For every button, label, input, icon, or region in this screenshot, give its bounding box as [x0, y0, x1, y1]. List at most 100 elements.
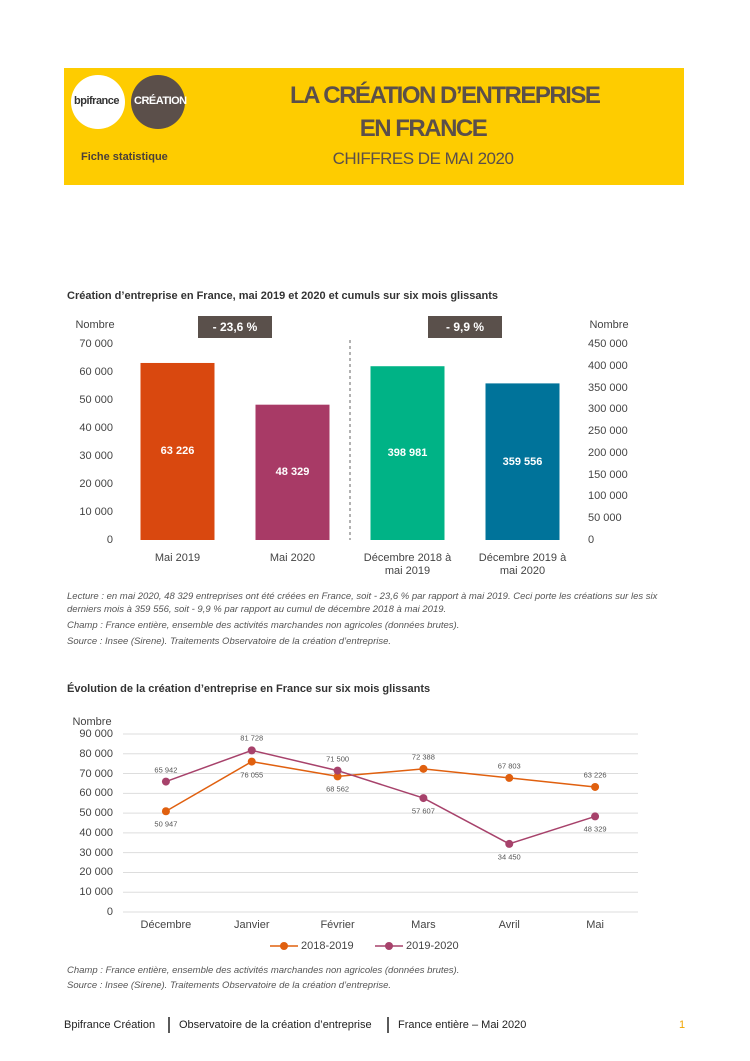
- value-label: 34 450: [497, 852, 521, 862]
- x-tick-label: Décembre 2018 à mai 2019: [363, 552, 452, 577]
- x-tick-label: Janvier: [234, 919, 270, 931]
- value-label: 48 329: [275, 466, 310, 479]
- point: [247, 757, 256, 766]
- y-tick-label: 0: [106, 534, 113, 546]
- x-tick-label: Avril: [498, 919, 520, 931]
- logo-text: CRÉATION: [134, 95, 187, 107]
- note: Source : Insee (Sirene). Traitements Obs…: [67, 980, 392, 991]
- value-label: 81 728: [240, 733, 264, 743]
- note: Source : Insee (Sirene). Traitements Obs…: [67, 636, 392, 647]
- y-tick-label: 60 000: [79, 366, 113, 378]
- y-tick-label: 50 000: [79, 394, 113, 406]
- value-label: 71 500: [326, 754, 350, 764]
- value-label: 72 388: [411, 752, 435, 762]
- y-tick-label: 80 000: [79, 747, 113, 760]
- y-tick-label: 20 000: [79, 478, 113, 490]
- logo-text: bpifrance: [74, 95, 120, 107]
- point: [591, 782, 600, 791]
- axis-label: Nombre: [589, 319, 629, 331]
- x-tick-label: Mai: [586, 919, 604, 931]
- chart-title: Création d’entreprise en France, mai 201…: [67, 290, 499, 302]
- legend-label: 2018-2019: [301, 940, 354, 952]
- legend-marker: [280, 942, 288, 950]
- header-title: CHIFFRES DE MAI 2020: [332, 149, 514, 168]
- y2-tick-label: 300 000: [588, 403, 628, 416]
- y-tick-label: 0: [106, 906, 113, 918]
- y-tick-label: 70 000: [79, 767, 113, 780]
- legend-marker: [385, 942, 393, 950]
- value-label: 67 803: [497, 761, 521, 771]
- y2-tick-label: 200 000: [588, 446, 628, 459]
- x-tick-label: Mars: [411, 919, 436, 931]
- point: [505, 773, 514, 782]
- point: [419, 794, 428, 803]
- point: [333, 766, 342, 775]
- value-label: 48 329: [583, 824, 607, 834]
- annotation-box: [198, 316, 272, 338]
- value-label: 398 981: [387, 447, 428, 460]
- point: [505, 839, 514, 848]
- y2-tick-label: 350 000: [588, 381, 628, 394]
- bar: [370, 366, 445, 540]
- annotation: - 23,6 %: [212, 320, 258, 334]
- value-label: 76 055: [240, 770, 264, 780]
- point: [419, 764, 428, 773]
- y-tick-label: 10 000: [79, 506, 113, 518]
- y-tick-label: 30 000: [79, 846, 113, 859]
- y2-tick-label: 0: [588, 534, 595, 546]
- value-label: 57 607: [411, 806, 435, 816]
- page-number: 1: [679, 1019, 686, 1031]
- y-tick-label: 40 000: [79, 422, 113, 434]
- x-tick-label: Mai 2019: [154, 552, 201, 564]
- point: [161, 807, 170, 816]
- header-title: LA CRÉATION D’ENTREPRISE: [290, 82, 601, 109]
- y2-tick-label: 50 000: [588, 512, 622, 525]
- y2-tick-label: 150 000: [588, 468, 628, 481]
- point: [161, 777, 170, 786]
- bar: [140, 362, 215, 540]
- value-label: 65 942: [154, 765, 178, 775]
- y-tick-label: 50 000: [79, 807, 113, 820]
- x-tick-label: Décembre 2019 à mai 2020: [478, 552, 567, 577]
- note: Champ : France entière, ensemble des act…: [67, 620, 460, 631]
- x-tick-label: Mai 2020: [269, 552, 316, 564]
- y-tick-label: 70 000: [79, 338, 113, 350]
- series-line: [165, 760, 596, 812]
- bar: [485, 383, 560, 540]
- logo-circle: [131, 75, 185, 129]
- value-label: 50 947: [154, 819, 178, 829]
- footer-text: Observatoire de la création d’entreprise: [179, 1019, 372, 1031]
- point: [591, 812, 600, 821]
- annotation: - 9,9 %: [445, 320, 485, 334]
- note: Lecture : en mai 2020, 48 329 entreprise…: [67, 591, 658, 615]
- y-tick-label: 90 000: [79, 728, 113, 740]
- y-tick-label: 10 000: [79, 886, 113, 899]
- y-tick-label: 20 000: [79, 866, 113, 879]
- bar: [255, 404, 330, 540]
- y-tick-label: 30 000: [79, 450, 113, 462]
- x-tick-label: Décembre: [140, 919, 192, 931]
- point: [247, 746, 256, 755]
- header-subtitle: Fiche statistique: [81, 151, 168, 163]
- y2-tick-label: 250 000: [588, 425, 628, 438]
- value-label: 68 562: [326, 784, 350, 794]
- note: Champ : France entière, ensemble des act…: [67, 965, 460, 976]
- axis-label: Nombre: [75, 319, 115, 331]
- y2-tick-label: 450 000: [588, 338, 628, 350]
- annotation-box: [428, 316, 502, 338]
- axis-label: Nombre: [72, 716, 112, 728]
- point: [333, 772, 342, 781]
- series-line: [165, 749, 596, 845]
- footer-text: France entière – Mai 2020: [398, 1019, 527, 1031]
- footer-text: Bpifrance Création: [64, 1019, 156, 1031]
- logo-circle: [71, 75, 125, 129]
- y2-tick-label: 400 000: [588, 359, 628, 372]
- x-tick-label: Février: [320, 919, 355, 931]
- y-tick-label: 60 000: [79, 787, 113, 800]
- header-title: EN FRANCE: [359, 115, 488, 142]
- legend-label: 2019-2020: [406, 940, 459, 952]
- y2-tick-label: 100 000: [588, 490, 628, 503]
- value-label: 63 226: [583, 770, 607, 780]
